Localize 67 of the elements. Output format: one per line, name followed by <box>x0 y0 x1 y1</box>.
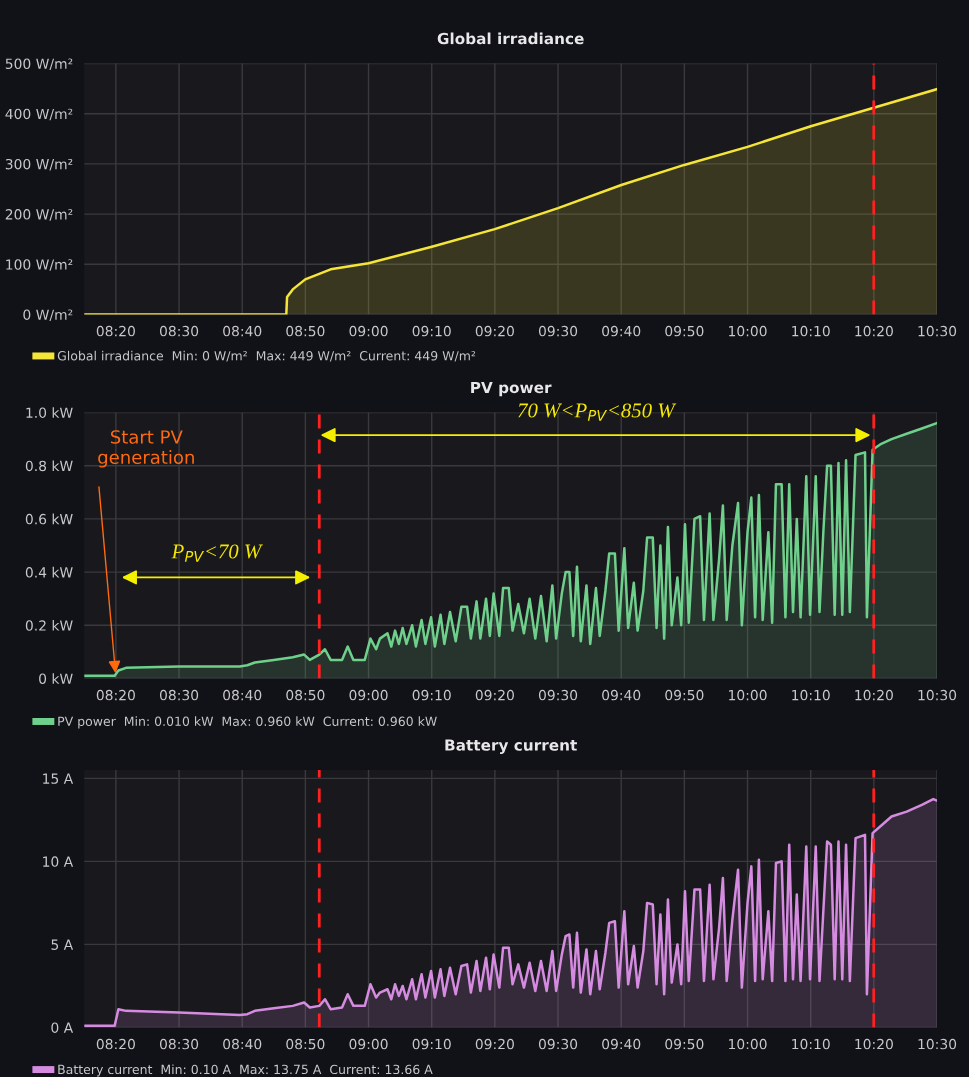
x-tick-label: 09:50 <box>665 325 704 337</box>
x-tick-label: 08:50 <box>286 325 325 337</box>
x-tick-label: 10:30 <box>918 1038 957 1050</box>
x-tick-label: 08:50 <box>286 689 325 701</box>
x-tick-label: 09:20 <box>475 325 514 337</box>
y-tick-label: 100 W/m² <box>6 259 73 271</box>
legend-label: PV power Min: 0.010 kW Max: 0.960 kW Current: 0.960 kW <box>58 716 437 729</box>
x-tick-label: 08:40 <box>223 1038 262 1050</box>
x-tick-label: 10:30 <box>918 325 957 337</box>
legend-label: Battery current Min: 0.10 A Max: 13.75 A Current: 13.66 A <box>58 1064 433 1077</box>
y-tick-label: 0.4 kW <box>25 566 73 578</box>
legend-label: Global irradiance Min: 0 W/m² Max: 449 W/m² Current: 449 W/m² <box>57 350 476 362</box>
y-tick-label: 0.2 kW <box>25 620 73 631</box>
x-tick-label: 10:10 <box>792 689 830 701</box>
x-tick-label: 09:10 <box>412 1038 451 1050</box>
y-tick-label: 5 A <box>51 939 74 950</box>
x-tick-label: 09:40 <box>602 325 641 337</box>
x-tick-label: 08:20 <box>96 1038 135 1050</box>
x-tick-label: 09:30 <box>538 1038 578 1050</box>
y-tick-label: 10 A <box>43 856 74 867</box>
y-tick-label: 1.0 kW <box>26 407 73 418</box>
x-tick-label: 08:30 <box>159 325 199 337</box>
x-tick-label: 10:20 <box>855 325 893 337</box>
y-tick-label: 0.6 kW <box>25 513 73 525</box>
x-tick-label: 09:00 <box>349 689 388 701</box>
x-tick-label: 10:00 <box>729 325 767 337</box>
x-tick-label: 09:50 <box>665 1038 704 1050</box>
x-tick-label: 10:00 <box>729 1038 767 1050</box>
x-tick-label: 09:10 <box>412 325 451 337</box>
x-tick-label: 09:10 <box>412 689 451 701</box>
x-tick-label: 08:30 <box>159 689 199 701</box>
annotation: P$_{PV}$<70 W <box>171 544 263 562</box>
y-tick-label: 300 W/m² <box>5 158 73 171</box>
annotation: Start PV generation <box>98 430 194 468</box>
y-tick-label: 0.8 kW <box>25 460 73 472</box>
x-tick-label: 08:50 <box>286 1038 325 1050</box>
x-tick-label: 10:00 <box>729 689 767 701</box>
x-tick-label: 08:40 <box>223 689 262 701</box>
y-tick-label: 0 kW <box>39 673 73 684</box>
x-tick-label: 09:40 <box>602 689 641 701</box>
x-tick-label: 09:30 <box>538 689 578 701</box>
y-tick-label: 400 W/m² <box>5 108 73 121</box>
x-tick-label: 10:30 <box>918 689 957 701</box>
x-tick-label: 09:00 <box>349 1038 388 1050</box>
x-tick-label: 10:10 <box>792 325 830 337</box>
x-tick-label: 08:20 <box>96 689 135 701</box>
x-tick-label: 09:40 <box>602 1038 641 1050</box>
x-tick-label: 10:10 <box>792 1038 830 1050</box>
x-tick-label: 09:50 <box>665 689 704 701</box>
y-tick-label: 0 A <box>51 1022 74 1033</box>
y-tick-label: 200 W/m² <box>5 209 73 221</box>
y-tick-label: 500 W/m² <box>5 58 73 71</box>
x-tick-label: 08:20 <box>96 325 135 337</box>
x-tick-label: 09:20 <box>475 1038 514 1050</box>
x-tick-label: 10:20 <box>855 1038 893 1050</box>
x-tick-label: 10:20 <box>855 689 893 701</box>
x-tick-label: 09:00 <box>349 325 388 337</box>
x-tick-label: 08:40 <box>223 325 262 337</box>
x-tick-label: 08:30 <box>159 1038 199 1050</box>
chart-title: Global irradiance <box>437 32 584 45</box>
annotation: 70 W<P$_{PV}$<850 W <box>518 403 677 421</box>
chart-title: Battery current <box>445 739 577 754</box>
y-tick-label: 15 A <box>43 773 74 784</box>
y-tick-label: 0 W/m² <box>23 309 73 322</box>
x-tick-label: 09:30 <box>538 325 578 337</box>
x-tick-label: 09:20 <box>475 689 514 701</box>
chart-title: PV power <box>471 381 552 397</box>
